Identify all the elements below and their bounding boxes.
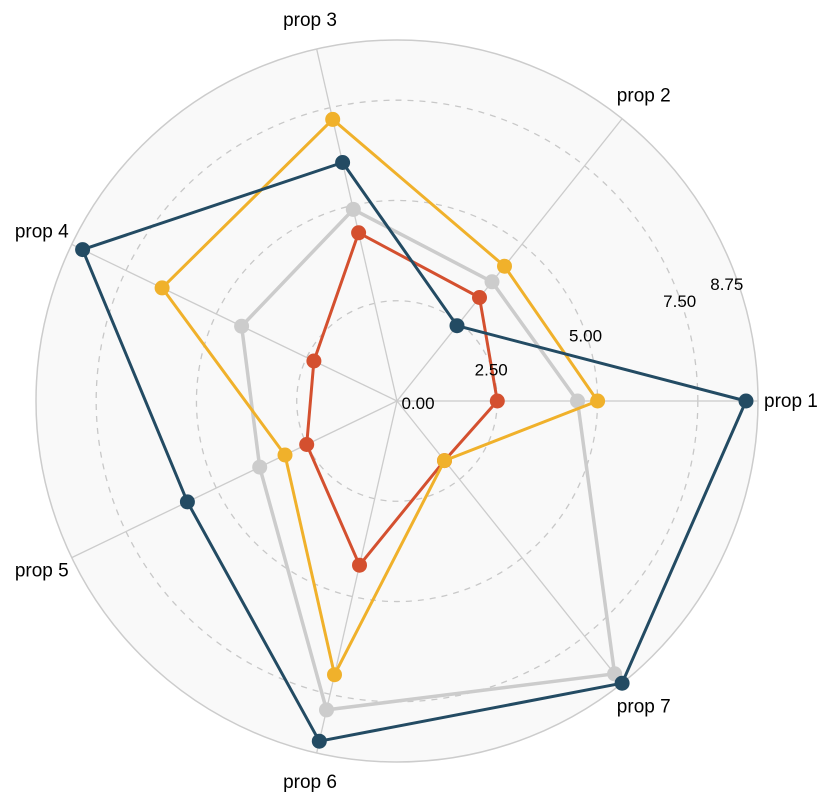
series-4: [75, 155, 754, 749]
data-point: [311, 733, 327, 749]
data-point: [590, 393, 606, 409]
data-point: [484, 274, 500, 290]
data-point: [252, 459, 268, 475]
data-point: [335, 155, 351, 170]
axis-spoke: [396, 400, 623, 684]
data-point: [449, 318, 465, 334]
series-line: [81, 161, 748, 743]
axis-label: prop 5: [15, 561, 69, 582]
data-point: [277, 447, 293, 463]
data-point: [325, 111, 341, 127]
series-group: [75, 111, 754, 749]
data-point: [234, 318, 250, 334]
series-line: [160, 117, 600, 677]
axis-label: prop 1: [764, 391, 818, 412]
data-point: [570, 393, 585, 409]
data-point: [319, 702, 334, 718]
data-point: [154, 280, 170, 296]
data-point: [489, 393, 505, 409]
axis-labels: prop 1 prop 2 prop 3 prop 4 prop 5 prop 6 prop…: [15, 10, 818, 793]
axis-label: prop 4: [15, 221, 69, 242]
data-point: [306, 353, 322, 369]
axis-label: prop 3: [283, 10, 337, 31]
data-point: [738, 393, 754, 409]
series-1: [234, 201, 623, 718]
radial-tick-label: 2.50: [475, 361, 508, 380]
data-point: [345, 201, 361, 217]
data-point: [351, 225, 367, 241]
data-point: [437, 453, 452, 469]
data-point: [327, 667, 342, 683]
data-point: [614, 675, 630, 691]
series-line: [239, 207, 617, 712]
data-point: [352, 557, 367, 573]
data-point: [75, 242, 91, 258]
axis-spoke: [316, 48, 398, 402]
axis-spoke: [316, 400, 398, 754]
radial-tick-label: 5.00: [569, 326, 602, 345]
data-point: [497, 258, 512, 274]
data-point: [179, 494, 195, 510]
radial-tick-label: 7.50: [663, 292, 696, 311]
axis-label: prop 6: [283, 772, 337, 793]
radial-tick-label: 0.00: [401, 394, 434, 413]
radial-tick-label: 8.75: [710, 275, 743, 294]
axis-label: prop 7: [617, 697, 671, 718]
axis-spoke: [71, 400, 398, 559]
radial-tick-labels: 0.00 2.50 5.00 7.50 8.75: [401, 275, 743, 413]
axis-label: prop 2: [617, 85, 671, 106]
axis-spokes: [71, 48, 758, 754]
data-point: [299, 437, 315, 452]
data-point: [472, 290, 487, 305]
axis-spoke: [396, 118, 623, 402]
series-3: [154, 111, 606, 683]
axis-spoke: [71, 243, 398, 402]
series-line: [305, 231, 499, 567]
